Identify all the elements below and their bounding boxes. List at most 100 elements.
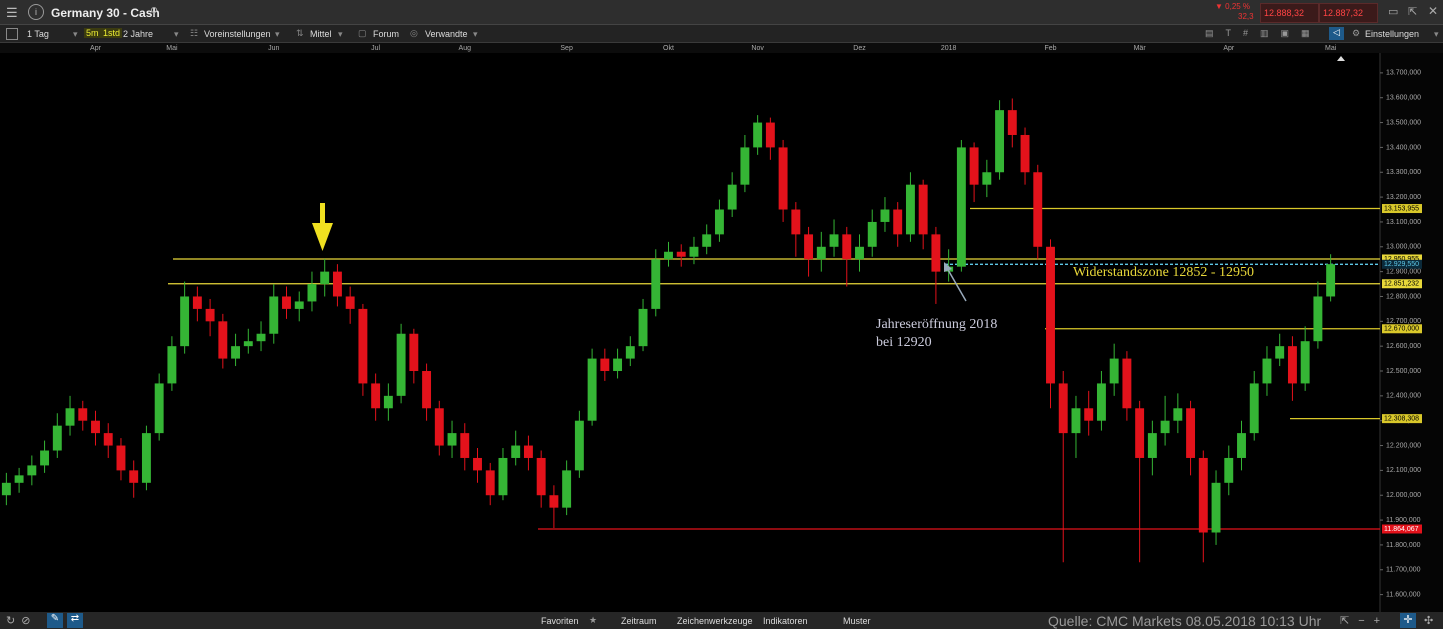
level-label: 12.929,550 <box>1384 261 1419 268</box>
range-select[interactable]: 2 Jahre <box>123 29 154 39</box>
crosshair-tool[interactable]: ✛ <box>1400 613 1416 628</box>
candle-body <box>931 234 941 272</box>
candle-body <box>1160 420 1170 434</box>
info-icon[interactable]: i <box>28 4 44 20</box>
buy-price[interactable]: 12.887,32 <box>1319 3 1378 23</box>
candle-body <box>396 333 406 396</box>
candle-body <box>1071 408 1081 434</box>
quick-5m[interactable]: 5m <box>84 28 101 38</box>
related-menu[interactable]: Verwandte <box>425 29 468 39</box>
star-icon[interactable]: ★ <box>589 615 598 625</box>
candle-body <box>40 450 50 466</box>
dropdown-arrow: ▾ <box>1434 29 1439 39</box>
candle-body <box>409 333 419 372</box>
x-tick-label: Mai <box>166 45 178 52</box>
candle-body <box>702 234 712 247</box>
candle-body <box>1 482 11 496</box>
candle-body <box>842 234 852 260</box>
candle-body <box>383 395 393 409</box>
candle-body <box>651 259 661 309</box>
candle-body <box>1186 408 1196 458</box>
x-tick-label: Jun <box>268 45 279 52</box>
level-tag <box>1382 524 1422 534</box>
x-tick-label: Sep <box>560 45 573 52</box>
candle-body <box>689 246 699 257</box>
sync-tool[interactable]: ⇄ <box>67 613 83 628</box>
source-note: Quelle: CMC Markets 08.05.2018 10:13 Uhr <box>1048 613 1322 629</box>
candle-body <box>1237 433 1246 458</box>
candle-body <box>995 110 1005 173</box>
search-icon[interactable]: ⚲ <box>150 6 159 18</box>
candle-body <box>141 433 151 483</box>
presets-menu[interactable]: Voreinstellungen <box>204 29 271 39</box>
y-tick-label: 12.600,000 <box>1386 343 1421 350</box>
close-icon[interactable]: ✕ <box>1428 4 1439 18</box>
menu-icon[interactable]: ☰ <box>6 5 18 20</box>
candle-body <box>1058 383 1068 434</box>
candle-body <box>791 209 801 235</box>
drawing-tab[interactable]: Zeichenwerkzeuge <box>677 616 753 626</box>
dropdown-arrow: ▾ <box>473 29 478 39</box>
popout-icon[interactable]: ⇱ <box>1408 6 1418 18</box>
level-label: 12.308,308 <box>1384 415 1419 422</box>
pen-tool[interactable]: ✎ <box>47 613 63 628</box>
change-pts: 32,3 <box>1238 12 1254 21</box>
level-tag <box>1382 254 1422 264</box>
candle-body <box>1224 457 1234 483</box>
candle-body <box>1096 383 1106 421</box>
annotation-arrowhead <box>944 262 952 272</box>
chart: 11.600,000 11.700,000 11.800,000 11.900,000… <box>0 43 1443 612</box>
minimize-icon[interactable]: ▭ <box>1388 6 1399 18</box>
y-tick-label: 13.300,000 <box>1386 169 1421 176</box>
annotation-arrow <box>946 267 967 302</box>
y-tick-label: 13.600,000 <box>1386 95 1421 102</box>
candle-body <box>549 495 559 508</box>
candle-body <box>523 445 533 458</box>
favorites-tab[interactable]: Favoriten <box>541 616 579 626</box>
level-tag <box>1382 279 1422 289</box>
forum-icon: ▢ <box>358 28 367 38</box>
sell-price[interactable]: 12.888,32 <box>1260 3 1319 23</box>
y-tick-label: 12.900,000 <box>1386 268 1421 275</box>
fit-button[interactable]: ✣ <box>1424 615 1434 627</box>
x-tick-label: Mär <box>1134 45 1147 52</box>
candle-body <box>676 251 686 257</box>
time-axis-bg <box>0 43 1443 53</box>
size-menu[interactable]: Mittel <box>310 29 332 39</box>
cursor-tool[interactable]: ◁ <box>1329 27 1344 40</box>
candle-body <box>664 251 673 260</box>
presets-icon: ☷ <box>190 28 199 38</box>
candle-body <box>498 457 508 496</box>
candle-body <box>613 358 623 372</box>
level-tag <box>1382 414 1422 424</box>
settings-menu[interactable]: Einstellungen <box>1365 29 1420 39</box>
highlight-arrow-head <box>312 223 333 251</box>
settings-icon: ⚙ <box>1352 28 1361 38</box>
forum-button[interactable]: Forum <box>373 29 400 39</box>
candle-body <box>167 346 177 384</box>
y-tick-label: 13.400,000 <box>1386 144 1421 151</box>
zoom-buttons[interactable]: ⇱−+ <box>1340 615 1390 627</box>
candle-body <box>371 383 381 409</box>
bottom-icons[interactable]: ↻⊘ <box>6 615 37 627</box>
tool-icons[interactable]: ▤T#▥▣▦ <box>1205 28 1322 38</box>
interval-select[interactable]: 1 Tag <box>27 29 49 39</box>
candle-body <box>1007 110 1017 135</box>
title-bar: ☰ i Germany 30 - Cash ⚲ ▼ 0,25 % 32,3 12… <box>0 0 1443 25</box>
candle-body <box>880 209 890 222</box>
x-tick-label: 2018 <box>941 45 957 52</box>
candle-body <box>1287 346 1297 384</box>
y-tick-label: 12.000,000 <box>1386 492 1421 499</box>
y-tick-label: 11.800,000 <box>1386 542 1421 549</box>
layout-icon[interactable] <box>6 28 18 40</box>
candle-body <box>65 408 75 426</box>
quick-1h[interactable]: 1std <box>101 28 123 38</box>
indicators-tab[interactable]: Indikatoren <box>763 616 808 626</box>
candle-body <box>804 234 814 260</box>
period-tab[interactable]: Zeitraum <box>621 616 657 626</box>
candle-body <box>332 271 342 297</box>
candle-body <box>1313 296 1323 342</box>
candle-body <box>562 470 572 508</box>
patterns-tab[interactable]: Muster <box>843 616 871 626</box>
dropdown-arrow: ▾ <box>73 29 78 39</box>
